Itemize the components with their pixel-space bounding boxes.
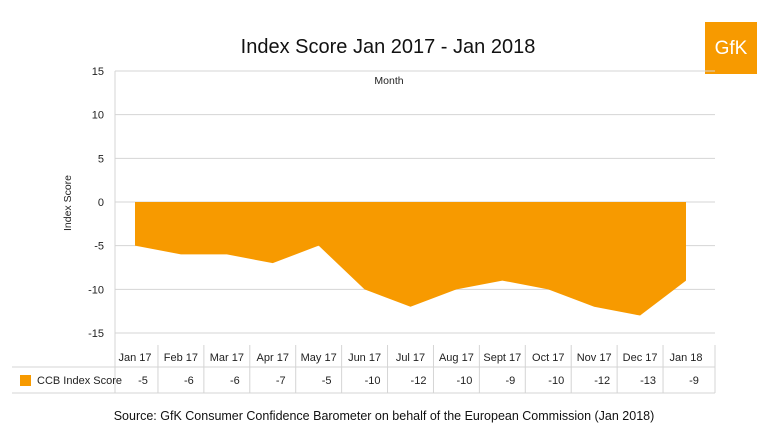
x-tick-label: Aug 17 <box>439 352 474 364</box>
y-tick-label: 0 <box>98 197 104 209</box>
data-label: -7 <box>276 375 286 387</box>
chart-title: Index Score Jan 2017 - Jan 2018 <box>241 36 536 58</box>
x-tick-label: May 17 <box>301 352 337 364</box>
data-label: -5 <box>322 375 332 387</box>
y-axis-ticks: 15 10 5 0 -5 -10 -15 <box>88 66 104 340</box>
gfk-logo: GfK <box>705 22 757 74</box>
y-tick-label: 5 <box>98 153 104 165</box>
legend-swatch <box>20 375 31 386</box>
y-tick-label: -10 <box>88 284 104 296</box>
data-label: -9 <box>689 375 699 387</box>
x-tick-label: Sept 17 <box>483 352 521 364</box>
data-label: -13 <box>640 375 656 387</box>
plot-area <box>135 202 686 316</box>
series-area-ccb-index-score <box>135 202 686 316</box>
x-tick-label: Feb 17 <box>164 352 198 364</box>
x-tick-label: Jan 17 <box>118 352 151 364</box>
data-label: -6 <box>230 375 240 387</box>
legend-label: CCB Index Score <box>37 375 122 387</box>
data-label: -5 <box>138 375 148 387</box>
x-tick-label: Jul 17 <box>396 352 425 364</box>
y-tick-label: -15 <box>88 328 104 340</box>
x-tick-label: Oct 17 <box>532 352 564 364</box>
gfk-logo-background <box>705 22 757 74</box>
data-label: -10 <box>365 375 381 387</box>
gfk-logo-text: GfK <box>715 38 748 59</box>
data-table: Jan 17 Feb 17 Mar 17 Apr 17 May 17 Jun 17 Jul … <box>12 345 716 394</box>
x-tick-label: Apr 17 <box>257 352 289 364</box>
source-note: Source: GfK Consumer Confidence Baromete… <box>114 409 655 423</box>
data-label: -10 <box>548 375 564 387</box>
y-tick-label: 15 <box>92 66 104 78</box>
x-tick-label: Jan 18 <box>669 352 702 364</box>
x-tick-label: Dec 17 <box>623 352 658 364</box>
y-tick-label: -5 <box>94 241 104 253</box>
y-tick-label: 10 <box>92 110 104 122</box>
data-label: -10 <box>456 375 472 387</box>
chart-subtitle: Month <box>374 75 403 87</box>
x-tick-label: Mar 17 <box>210 352 244 364</box>
data-label: -12 <box>594 375 610 387</box>
x-tick-label: Nov 17 <box>577 352 612 364</box>
data-label: -12 <box>411 375 427 387</box>
y-axis-label: Index Score <box>62 175 74 231</box>
x-tick-label: Jun 17 <box>348 352 381 364</box>
data-label: -6 <box>184 375 194 387</box>
data-label: -9 <box>505 375 515 387</box>
